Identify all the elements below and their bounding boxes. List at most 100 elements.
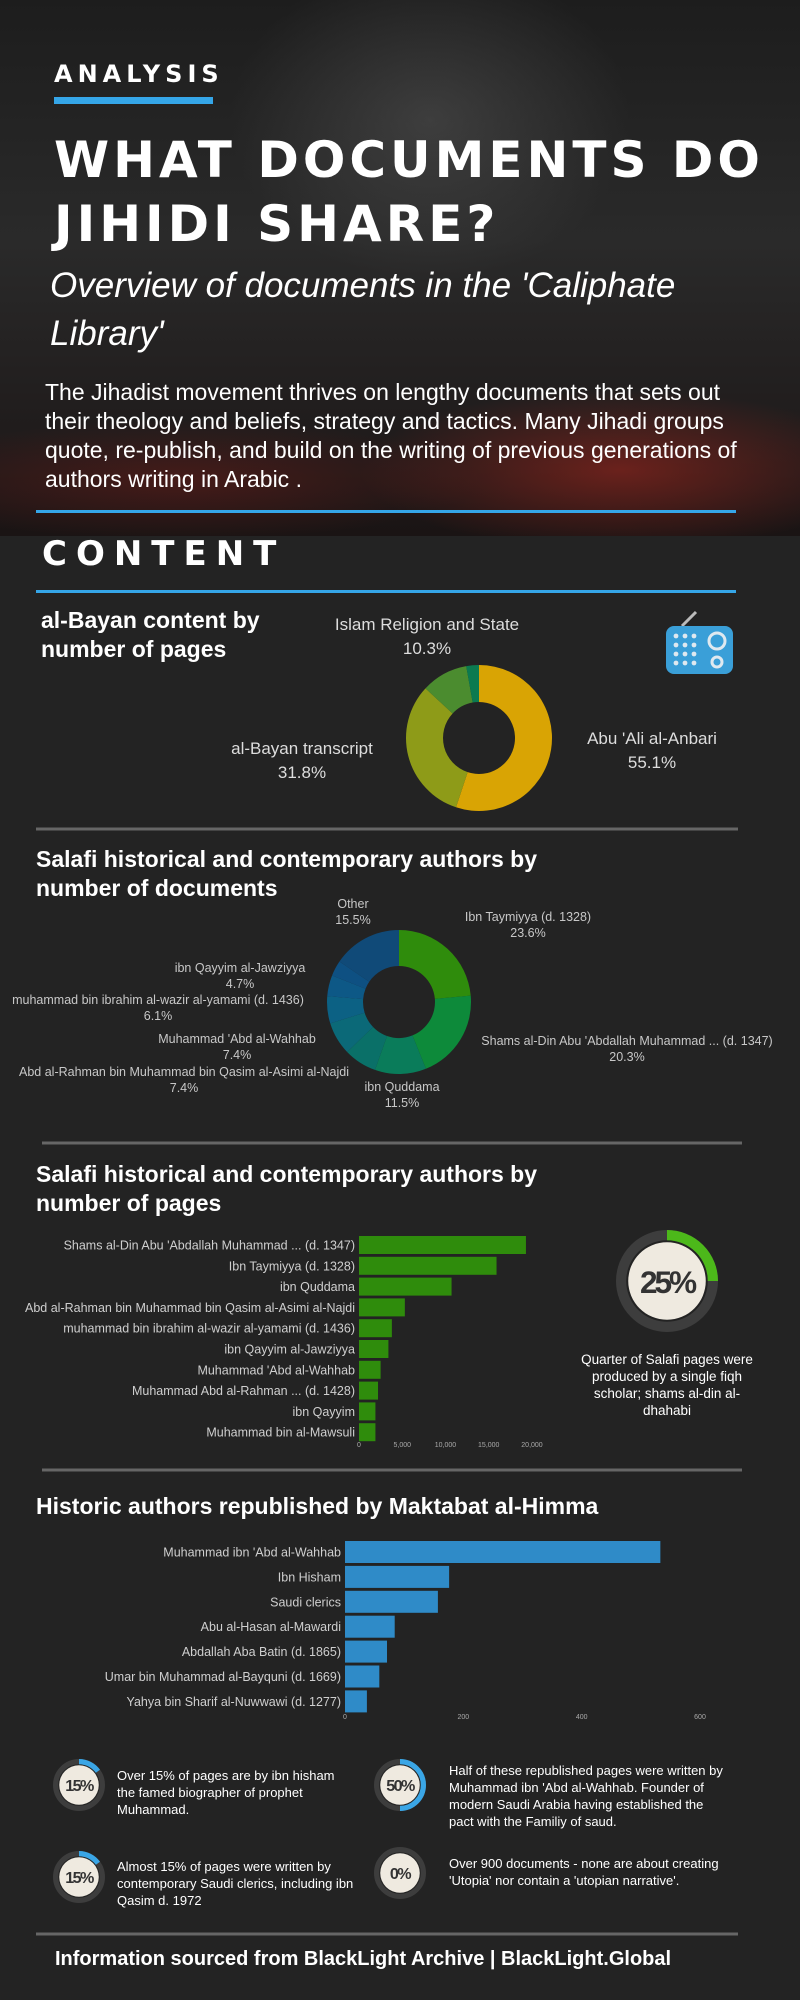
slice-label: al-Bayan transcript: [231, 739, 373, 758]
y-tick-label: Abdallah Aba Batin (d. 1865): [182, 1645, 341, 1659]
slice-value-label: 4.7%: [226, 977, 255, 991]
gauge-label: 15%: [65, 1777, 94, 1795]
bar: [345, 1565, 450, 1588]
y-tick-label: Yahya bin Sharif al-Nuwwawi (d. 1277): [127, 1695, 341, 1709]
y-tick-label: Ibn Taymiyya (d. 1328): [229, 1259, 355, 1273]
donut-slice: [456, 665, 553, 812]
slice-label: Ibn Taymiyya (d. 1328): [465, 910, 591, 924]
x-tick-label: 200: [457, 1714, 469, 1721]
kicker: ANALYSIS: [54, 60, 224, 88]
gauge-face: [380, 1765, 420, 1805]
donut-slice: [425, 666, 473, 714]
bar: [359, 1381, 379, 1400]
slice-value-label: 31.8%: [278, 763, 326, 782]
y-tick-label: ibn Qayyim al-Jawziyya: [224, 1343, 355, 1357]
donut-slice: [412, 995, 471, 1069]
bar: [345, 1590, 438, 1613]
gauge-arc: [399, 1759, 426, 1811]
donut-slice: [347, 1026, 388, 1070]
slice-value-label: 23.6%: [510, 926, 545, 940]
slice-label: muhammad bin ibrahim al-wazir al-yamami …: [12, 993, 304, 1007]
x-tick-label: 600: [694, 1714, 706, 1721]
bar: [359, 1423, 376, 1442]
donut-slice: [332, 961, 370, 989]
bar: [345, 1690, 367, 1713]
gauge-arc: [666, 1230, 718, 1282]
gauge-face: [59, 1857, 99, 1897]
x-tick-label: 10,000: [435, 1442, 457, 1449]
slice-label: Abd al-Rahman bin Muhammad bin Qasim al-…: [19, 1065, 349, 1079]
slice-label: ibn Quddama: [364, 1080, 439, 1094]
slice-label: Other: [337, 897, 368, 911]
y-tick-label: ibn Qayyim: [292, 1405, 355, 1419]
x-tick-label: 400: [576, 1714, 588, 1721]
y-tick-label: Abu al-Hasan al-Mawardi: [201, 1620, 341, 1634]
bar: [359, 1256, 497, 1275]
highlight-text: Quarter of Salafi pages were produced by…: [581, 1352, 753, 1418]
gauge-label: 25%: [640, 1264, 697, 1300]
x-tick-label: 15,000: [478, 1442, 500, 1449]
section-heading: CONTENT: [42, 534, 286, 574]
stat-text: Over 15% of pages are by ibn hisham the …: [117, 1768, 335, 1817]
donut-slice: [375, 1035, 426, 1074]
slice-value-label: 7.4%: [170, 1081, 199, 1095]
donut-slice: [466, 665, 479, 703]
slice-value-label: 6.1%: [144, 1009, 173, 1023]
bar: [359, 1319, 392, 1338]
y-tick-label: Saudi clerics: [270, 1595, 341, 1609]
chart-title: Salafi historical and contemporary autho…: [36, 1161, 538, 1216]
stat-text: Almost 15% of pages were written by cont…: [117, 1859, 354, 1908]
bar: [359, 1236, 526, 1254]
bar: [359, 1298, 405, 1317]
y-tick-label: Shams al-Din Abu 'Abdallah Muhammad ... …: [64, 1239, 355, 1253]
page-title: WHAT DOCUMENTS DO JIHIDI SHARE?: [54, 131, 764, 253]
gauge-label: 0%: [390, 1865, 411, 1883]
donut-slice: [406, 688, 468, 808]
gauge-label: 15%: [65, 1869, 94, 1887]
gauge-label: 50%: [386, 1777, 415, 1795]
bar: [345, 1615, 395, 1638]
divider: [36, 510, 736, 513]
x-tick-label: 0: [357, 1442, 361, 1449]
bar: [359, 1277, 452, 1296]
donut-slice: [399, 930, 471, 999]
donut-slice: [339, 930, 399, 982]
donut-slice: [327, 975, 366, 1000]
radio-icon: [666, 610, 733, 674]
subtitle: Overview of documents in the 'Caliphate …: [50, 266, 676, 353]
donut-slice: [327, 996, 365, 1024]
chart-title: Salafi historical and contemporary autho…: [36, 846, 538, 901]
slice-label: Abu 'Ali al-Anbari: [587, 729, 717, 748]
slice-label: Shams al-Din Abu 'Abdallah Muhammad ... …: [481, 1034, 772, 1048]
stat-text: Half of these republished pages were wri…: [449, 1763, 723, 1829]
gauge-arc: [78, 1851, 101, 1865]
chart-title: Historic authors republished by Maktabat…: [36, 1493, 599, 1519]
footer: Information sourced from BlackLight Arch…: [55, 1948, 672, 1970]
y-tick-label: Muhammad Abd al-Rahman ... (d. 1428): [132, 1384, 355, 1398]
slice-label: Muhammad 'Abd al-Wahhab: [158, 1032, 316, 1046]
x-tick-label: 20,000: [521, 1442, 543, 1449]
y-tick-label: Abd al-Rahman bin Muhammad bin Qasim al-…: [25, 1301, 355, 1315]
intro-text: The Jihadist movement thrives on lengthy…: [45, 379, 737, 492]
gauge-face: [628, 1242, 706, 1320]
gauge-arc: [78, 1759, 101, 1773]
bar: [359, 1340, 389, 1358]
gauge-face: [59, 1765, 99, 1805]
stat-text: Over 900 documents - none are about crea…: [449, 1856, 719, 1888]
x-tick-label: 0: [343, 1714, 347, 1721]
slice-value-label: 20.3%: [609, 1050, 644, 1064]
gauge-face: [380, 1853, 420, 1893]
divider: [36, 590, 736, 593]
bar: [345, 1665, 380, 1688]
hero-background: [0, 0, 800, 536]
bar: [345, 1541, 661, 1563]
y-tick-label: Ibn Hisham: [278, 1570, 341, 1584]
slice-value-label: 11.5%: [385, 1096, 420, 1110]
y-tick-label: muhammad bin ibrahim al-wazir al-yamami …: [63, 1322, 355, 1336]
slice-value-label: 7.4%: [223, 1048, 252, 1062]
y-tick-label: Muhammad ibn 'Abd al-Wahhab: [163, 1546, 341, 1560]
y-tick-label: Muhammad 'Abd al-Wahhab: [197, 1363, 355, 1377]
y-tick-label: Muhammad bin al-Mawsuli: [206, 1426, 355, 1440]
